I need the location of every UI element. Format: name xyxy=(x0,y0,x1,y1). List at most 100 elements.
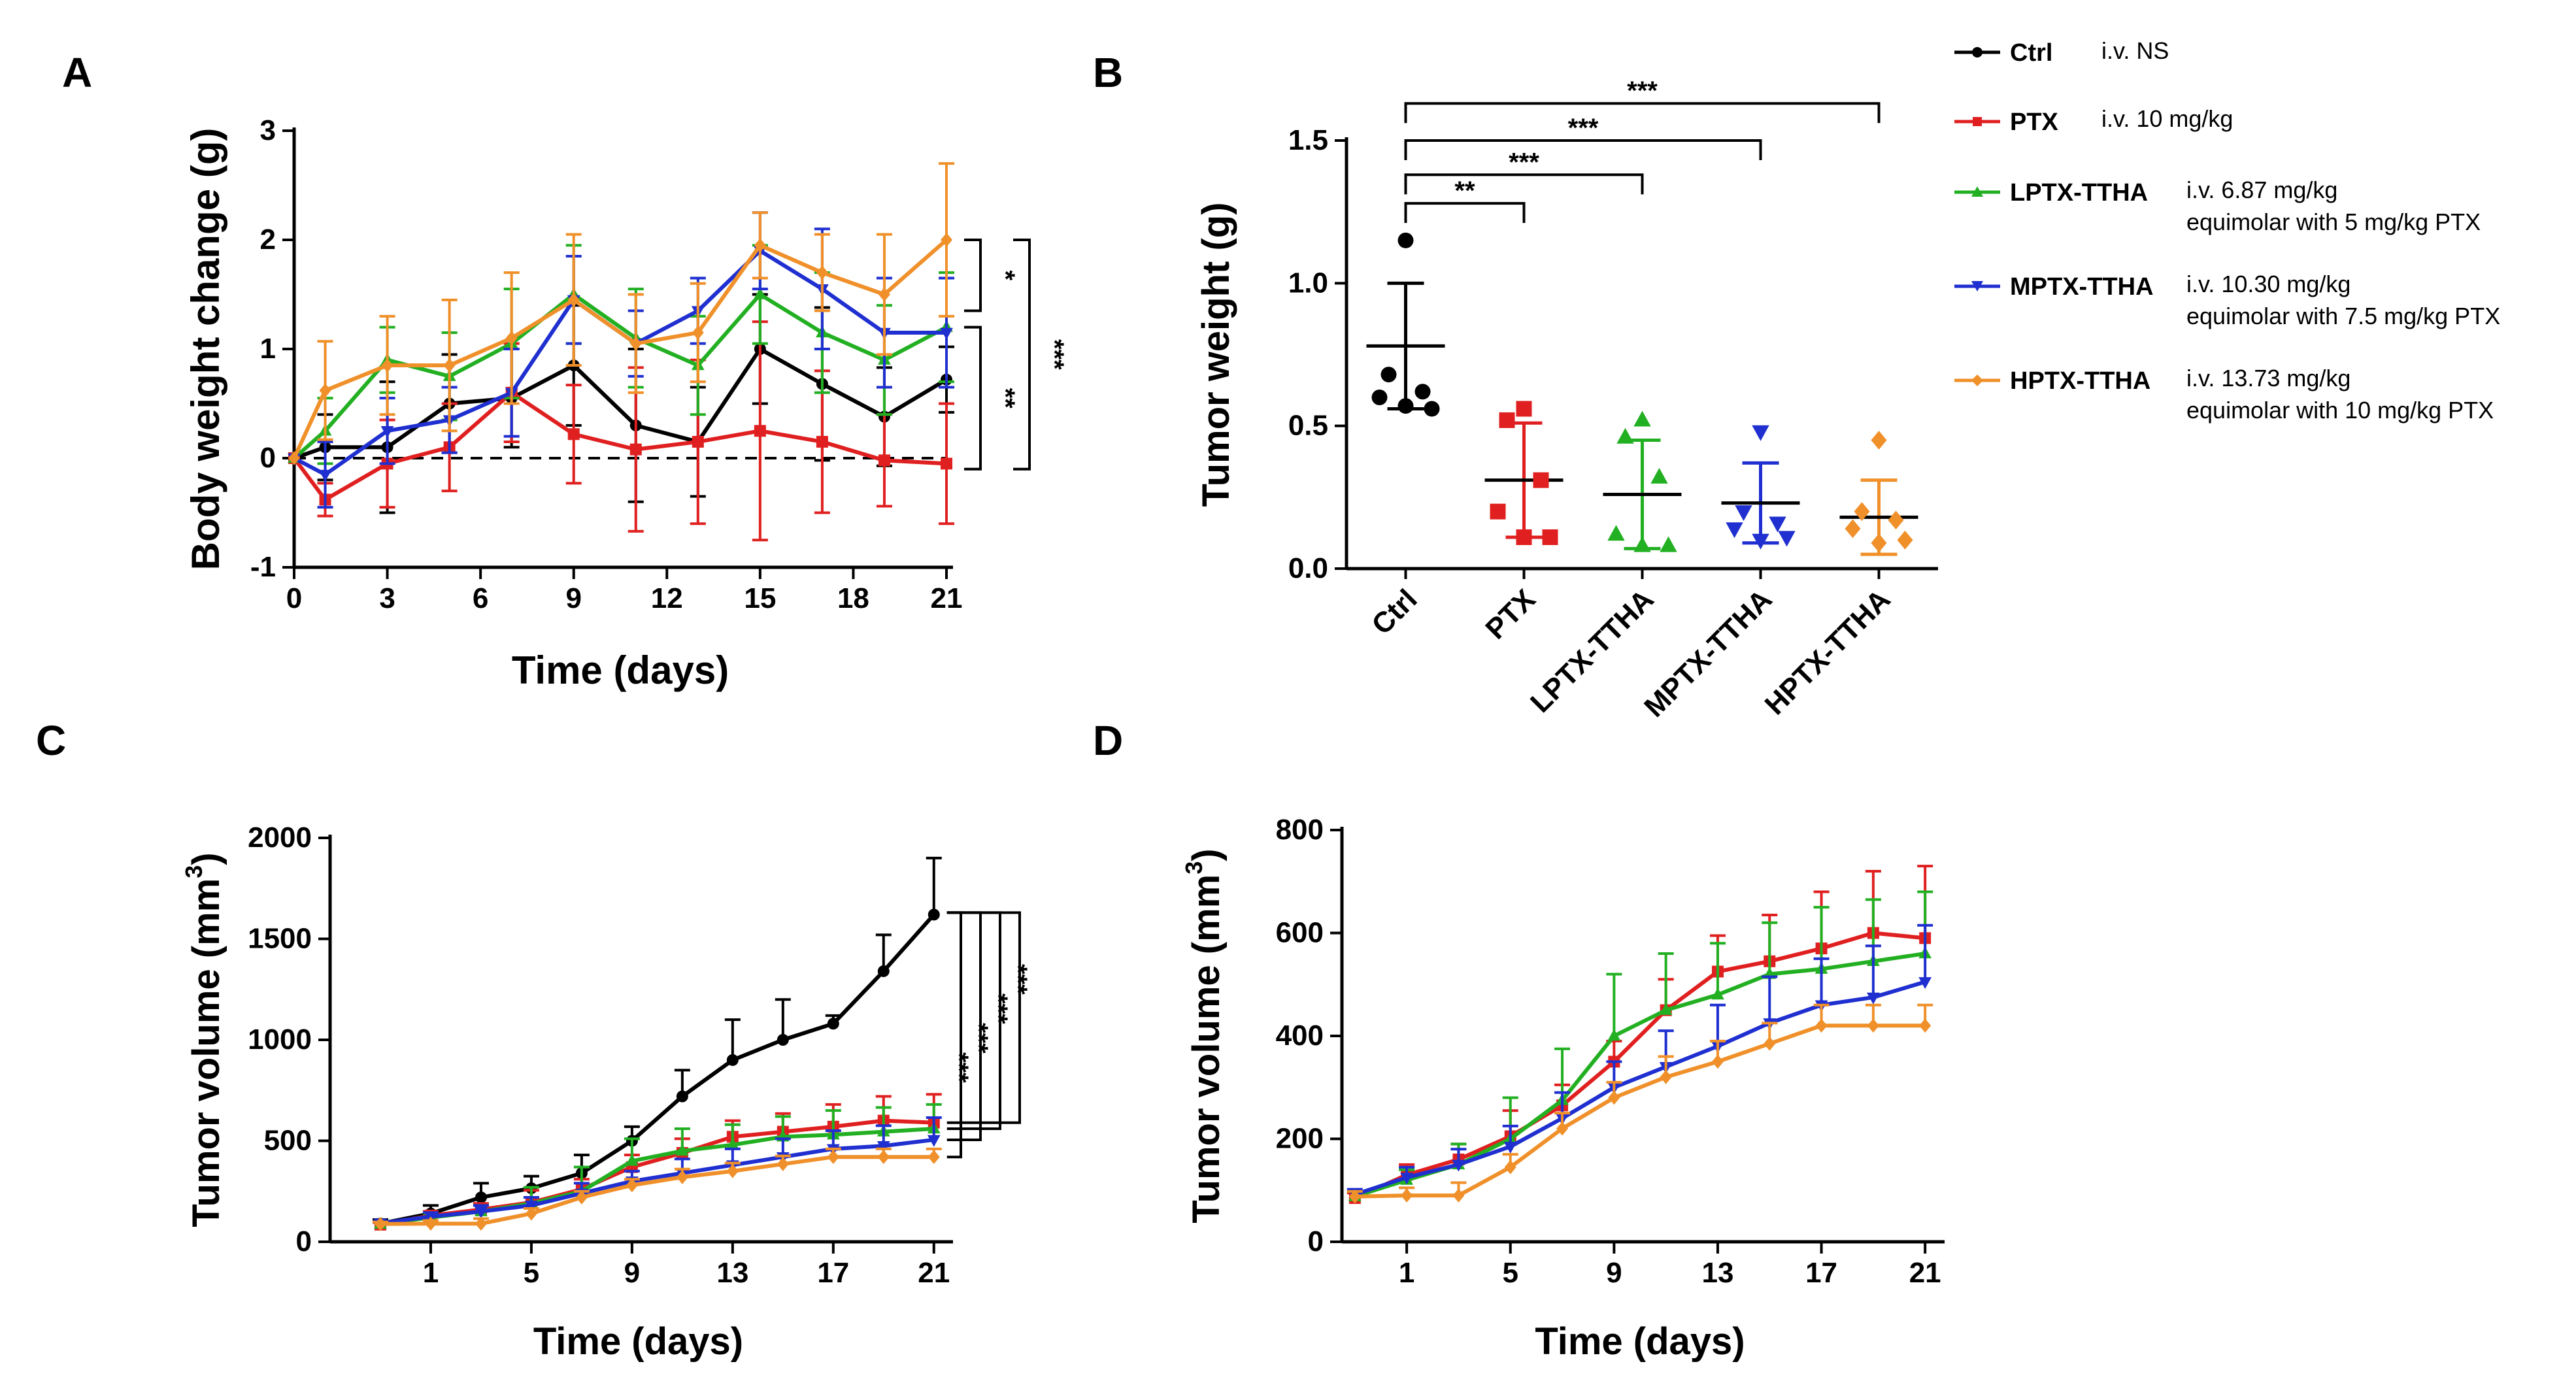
legend-desc2-mptx: equimolar with 7.5 mg/kg PTX xyxy=(2186,303,2500,329)
point-hptx-ttha-1 xyxy=(424,1216,437,1231)
x-axis-title: Time (days) xyxy=(512,648,729,692)
point-hptx-ttha-4 xyxy=(575,1190,588,1205)
data-point-hptx-ttha-2 xyxy=(1888,510,1904,530)
series-hptx-ttha xyxy=(372,1147,942,1231)
legend-entry-lptx: LPTX-TTHA i.v. 6.87 mg/kg equimolar with… xyxy=(1954,176,2481,235)
y-axis-title: Tumor weight (g) xyxy=(1195,202,1237,507)
data-point-ptx-2 xyxy=(1533,472,1549,488)
y-axis-title-ylabel-end: ) xyxy=(185,852,227,865)
series-line-ctrl xyxy=(293,347,948,460)
data-point-lptx-ttha-0 xyxy=(1633,410,1651,427)
data-point-mptx-ttha-1 xyxy=(1735,505,1752,522)
point-ptx-9 xyxy=(816,435,828,448)
sig-bracket-a-1-label: * xyxy=(991,270,1020,280)
x-tick-label-2: 9 xyxy=(624,1257,640,1289)
point-mptx-ttha-2 xyxy=(475,1207,488,1219)
point-hptx-ttha-3 xyxy=(443,358,456,373)
y-axis-title-ylabel: Tumor volume (mm xyxy=(185,878,227,1227)
point-hptx-ttha-0 xyxy=(1348,1189,1361,1204)
legend-name-ptx: PTX xyxy=(2010,108,2059,136)
x-tick-label-6: 18 xyxy=(837,582,869,614)
x-tick-label-ctrl: Ctrl xyxy=(1365,583,1423,641)
legend-entry-mptx: MPTX-TTHA i.v. 10.30 mg/kg equimolar wit… xyxy=(1954,271,2500,329)
point-lptx-ttha-8 xyxy=(753,287,767,299)
y-tick-label-0: -1 xyxy=(250,551,276,583)
point-ctrl-11 xyxy=(928,908,940,921)
legend: Ctrl i.v. NS PTX i.v. 10 mg/kg LPTX-TTHA… xyxy=(1954,37,2500,424)
point-hptx-ttha-8 xyxy=(777,1157,789,1171)
point-mptx-ttha-11 xyxy=(940,327,953,340)
sig-bracket-b-4-label: *** xyxy=(1627,76,1658,105)
series-mptx-ttha xyxy=(1347,924,1933,1202)
legend-name-mptx: MPTX-TTHA xyxy=(2010,273,2154,301)
point-hptx-ttha-7 xyxy=(1711,1054,1724,1069)
data-point-lptx-ttha-3 xyxy=(1607,525,1625,541)
x-tick-label-3: 9 xyxy=(565,582,581,614)
point-ptx-8 xyxy=(754,425,766,437)
y-axis-title: Tumor volume (mm3) xyxy=(1180,848,1228,1223)
sig-bracket-a-2 xyxy=(964,325,982,471)
data-point-hptx-ttha-0 xyxy=(1871,431,1887,450)
point-lptx-ttha-7 xyxy=(726,1137,739,1150)
legend-desc2-hptx: equimolar with 10 mg/kg PTX xyxy=(2186,397,2494,424)
x-tick-label-1: 3 xyxy=(379,582,395,614)
x-tick-label-1: 5 xyxy=(1502,1257,1518,1289)
point-hptx-ttha-6 xyxy=(676,1170,688,1184)
data-point-hptx-ttha-3 xyxy=(1845,519,1861,539)
point-hptx-ttha-5 xyxy=(567,293,580,307)
y-tick-label-2: 400 xyxy=(1276,1020,1324,1052)
point-hptx-ttha-0 xyxy=(374,1217,386,1231)
point-lptx-ttha-5 xyxy=(625,1154,639,1166)
series-hptx-ttha xyxy=(1347,1003,1933,1204)
y-tick-label-1: 0.5 xyxy=(1288,410,1328,442)
point-hptx-ttha-3 xyxy=(525,1206,537,1221)
legend-entry-hptx: HPTX-TTHA i.v. 13.73 mg/kg equimolar wit… xyxy=(1954,365,2494,424)
data-point-ptx-1 xyxy=(1499,412,1515,428)
point-mptx-ttha-10 xyxy=(877,1141,890,1154)
legend-desc1-mptx: i.v. 10.30 mg/kg xyxy=(2186,271,2350,297)
y-tick-label-1: 0 xyxy=(260,442,276,474)
chart-d-tumor-volume: 0 200 400 600 800 1 5 9 13 17 21 Time (days) Tumor v… xyxy=(1180,814,1945,1363)
point-lptx-ttha-6 xyxy=(1659,1003,1673,1015)
point-hptx-ttha-10 xyxy=(877,1150,890,1165)
point-mptx-ttha-1 xyxy=(1400,1173,1414,1185)
sig-bracket-b-1 xyxy=(1404,202,1526,224)
point-hptx-ttha-9 xyxy=(816,265,828,280)
point-ptx-6 xyxy=(629,443,642,456)
point-hptx-ttha-4 xyxy=(505,331,518,346)
legend-desc1-lptx: i.v. 6.87 mg/kg xyxy=(2186,176,2337,203)
point-mptx-ttha-11 xyxy=(927,1135,941,1147)
series-line-lptx-ttha xyxy=(293,292,948,460)
series-ctrl xyxy=(372,856,942,1230)
point-ctrl-2 xyxy=(475,1191,487,1204)
legend-desc-ctrl: i.v. NS xyxy=(2101,37,2169,64)
data-point-mptx-ttha-5 xyxy=(1752,533,1769,550)
legend-entry-ctrl: Ctrl i.v. NS xyxy=(1954,37,2169,67)
point-ptx-11 xyxy=(941,458,952,470)
y-axis-title-ylabel-sup: 3 xyxy=(180,865,207,878)
data-point-lptx-ttha-4 xyxy=(1660,536,1677,552)
point-ptx-10 xyxy=(878,454,890,467)
sig-bracket-b-3-label: *** xyxy=(1568,114,1599,142)
panel-label-c: C xyxy=(36,717,66,764)
series-line-mptx-ttha xyxy=(1354,980,1926,1197)
data-point-mptx-ttha-2 xyxy=(1769,516,1786,533)
sig-bracket-c-3-label: *** xyxy=(964,1023,993,1054)
sig-bracket-c-4 xyxy=(946,911,962,1159)
point-hptx-ttha-1 xyxy=(1401,1188,1413,1203)
sig-bracket-c-3 xyxy=(946,911,982,1141)
point-hptx-ttha-4 xyxy=(1556,1121,1569,1136)
data-point-ctrl-0 xyxy=(1397,232,1414,248)
y-tick-label-2: 1000 xyxy=(248,1024,312,1056)
y-axis-title-ylabel: Tumor volume (mm xyxy=(1185,874,1228,1223)
legend-entry-ptx: PTX i.v. 10 mg/kg xyxy=(1954,105,2233,136)
data-point-ctrl-5 xyxy=(1397,398,1414,414)
point-hptx-ttha-2 xyxy=(381,358,393,373)
point-hptx-ttha-5 xyxy=(1608,1090,1620,1105)
point-hptx-ttha-6 xyxy=(1660,1070,1672,1084)
data-point-hptx-ttha-5 xyxy=(1871,533,1887,553)
series-line-mptx-ttha xyxy=(380,1137,935,1225)
sig-bracket-c-2-label: *** xyxy=(984,993,1012,1024)
